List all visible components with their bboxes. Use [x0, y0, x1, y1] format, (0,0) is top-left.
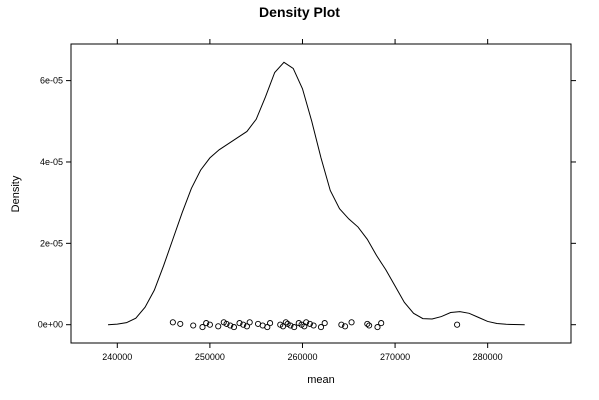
x-axis-label: mean [307, 374, 335, 386]
y-axis-label: Density [10, 175, 22, 212]
rug-point [374, 324, 381, 331]
y-tick-label-3: 6e-05 [40, 76, 63, 86]
x-tick-label-1: 250000 [195, 352, 225, 362]
chart-title: Density Plot [259, 4, 340, 20]
x-axis-ticks: 240000 250000 260000 270000 280000 [102, 39, 503, 362]
rug-point [206, 321, 213, 328]
rug-point [190, 322, 197, 329]
rug-point [264, 324, 271, 331]
y-axis-ticks: 0e+00 2e-05 4e-05 6e-05 [38, 76, 576, 330]
rug-point [199, 324, 206, 331]
rug-point [243, 323, 250, 330]
rug-point [230, 324, 238, 331]
rug-point [366, 322, 373, 329]
x-tick-label-4: 280000 [473, 352, 503, 362]
rug-point [338, 321, 345, 328]
rug-point [169, 319, 176, 326]
y-tick-label-1: 2e-05 [40, 238, 63, 248]
rug-point [378, 320, 385, 327]
x-tick-label-3: 270000 [380, 352, 410, 362]
rug-point [454, 321, 461, 328]
rug-points [169, 319, 461, 331]
rug-point [246, 319, 253, 326]
rug-point [342, 323, 349, 330]
rug-point [306, 320, 313, 327]
y-tick-label-0: 0e+00 [38, 320, 63, 330]
rug-point [321, 320, 328, 327]
rug-point [227, 322, 234, 329]
plot-frame [70, 43, 572, 344]
rug-point [310, 322, 317, 329]
rug-point [287, 322, 294, 329]
rug-point [279, 323, 287, 330]
rug-point [282, 319, 289, 326]
rug-point [203, 320, 210, 327]
density-curve [108, 61, 525, 326]
rug-point [317, 324, 325, 331]
rug-point [240, 321, 247, 328]
rug-point [236, 320, 243, 327]
rug-point [348, 319, 355, 326]
rug-point [303, 319, 310, 326]
rug-point [267, 320, 274, 327]
rug-point [177, 320, 184, 327]
x-tick-label-2: 260000 [287, 352, 317, 362]
rug-point [215, 323, 222, 330]
x-tick-label-0: 240000 [102, 352, 132, 362]
y-tick-label-2: 4e-05 [40, 157, 63, 167]
rug-point [364, 320, 371, 327]
rug-point [223, 320, 230, 327]
rug-point [291, 324, 298, 331]
